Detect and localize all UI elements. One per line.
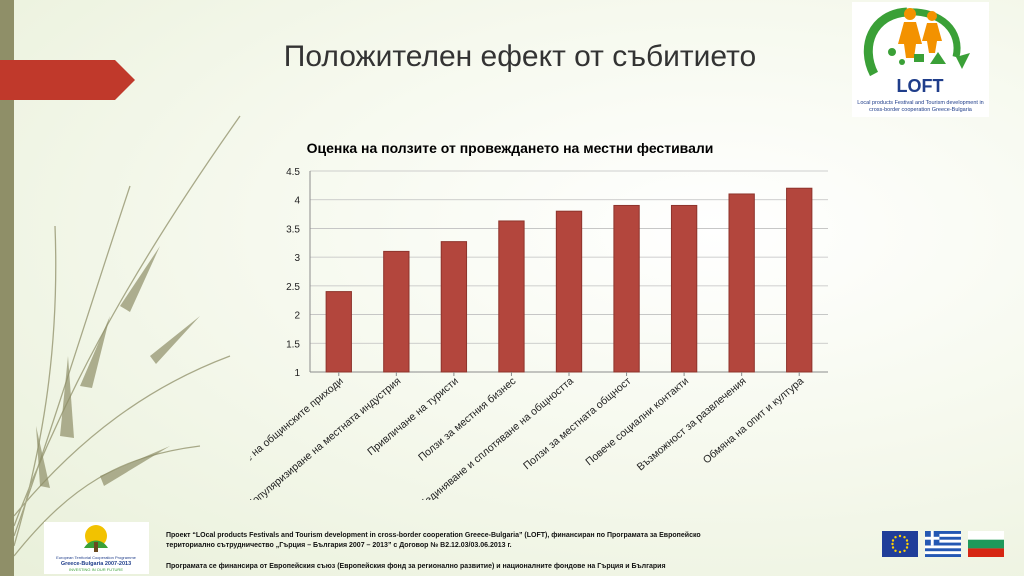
bar bbox=[440, 241, 468, 373]
eu-flag-icon bbox=[882, 531, 918, 557]
y-tick-label: 3.5 bbox=[286, 224, 300, 235]
footer-project-text: Проект “LOcal products Festivals and Tou… bbox=[166, 531, 856, 551]
bar-chart: 11.522.533.544.5 Увеличаване на общински… bbox=[250, 167, 828, 500]
left-decor-strip bbox=[0, 0, 14, 576]
y-tick-label: 1.5 bbox=[286, 339, 300, 350]
programme-logo-line-3: INVESTING IN OUR FUTURE bbox=[69, 567, 123, 572]
bulgaria-flag-icon bbox=[968, 531, 1004, 557]
x-tick-label: Ползи за местната общност bbox=[521, 375, 634, 472]
title-arrow-decor bbox=[0, 60, 135, 100]
bar bbox=[555, 210, 583, 373]
programme-logo-line-1: European Territorial Cooperation Program… bbox=[56, 555, 137, 560]
logo-name: LOFT bbox=[897, 76, 944, 96]
x-tick-label: Възможност за развлечения bbox=[635, 375, 749, 473]
bar bbox=[728, 193, 755, 373]
bar bbox=[383, 250, 410, 373]
bar bbox=[670, 204, 698, 373]
greece-flag-icon bbox=[925, 531, 961, 557]
chart-title: Оценка на ползите от провеждането на мес… bbox=[306, 140, 714, 156]
footer-line-2: териториално сътрудничество „Гърция – Бъ… bbox=[166, 542, 512, 549]
logo-caption: Local products Festival and Tourism deve… bbox=[857, 100, 984, 113]
y-tick-label: 1 bbox=[294, 368, 300, 379]
bar bbox=[325, 291, 352, 373]
y-tick-label: 2.5 bbox=[286, 282, 300, 293]
y-tick-label: 4 bbox=[294, 196, 300, 207]
slide-title: Положителен ефект от събитието bbox=[283, 40, 757, 73]
bar bbox=[613, 204, 640, 373]
loft-logo: LOFT Local products Festival and Tourism… bbox=[852, 2, 989, 117]
programme-logo: European Territorial Cooperation Program… bbox=[44, 522, 149, 574]
y-tick-label: 3 bbox=[294, 253, 300, 264]
grass-decor bbox=[13, 115, 241, 557]
loft-emblem-icon: LOFT bbox=[863, 7, 970, 96]
footer-line-3: Програмата се финансира от Европейския с… bbox=[166, 563, 666, 570]
x-tick-label: Повече социални контакти bbox=[583, 375, 691, 468]
sun-icon bbox=[85, 525, 107, 547]
programme-logo-line-2: Greece-Bulgaria 2007-2013 bbox=[61, 561, 131, 567]
footer-line-1: Проект “LOcal products Festivals and Tou… bbox=[166, 532, 701, 539]
x-tick-label: Ползи за местния бизнес bbox=[416, 375, 518, 464]
y-tick-label: 4.5 bbox=[286, 167, 300, 178]
bar bbox=[498, 220, 525, 373]
x-tick-label: Обмяна на опит и култура bbox=[701, 375, 806, 466]
bar bbox=[786, 187, 813, 373]
y-tick-label: 2 bbox=[294, 311, 300, 322]
